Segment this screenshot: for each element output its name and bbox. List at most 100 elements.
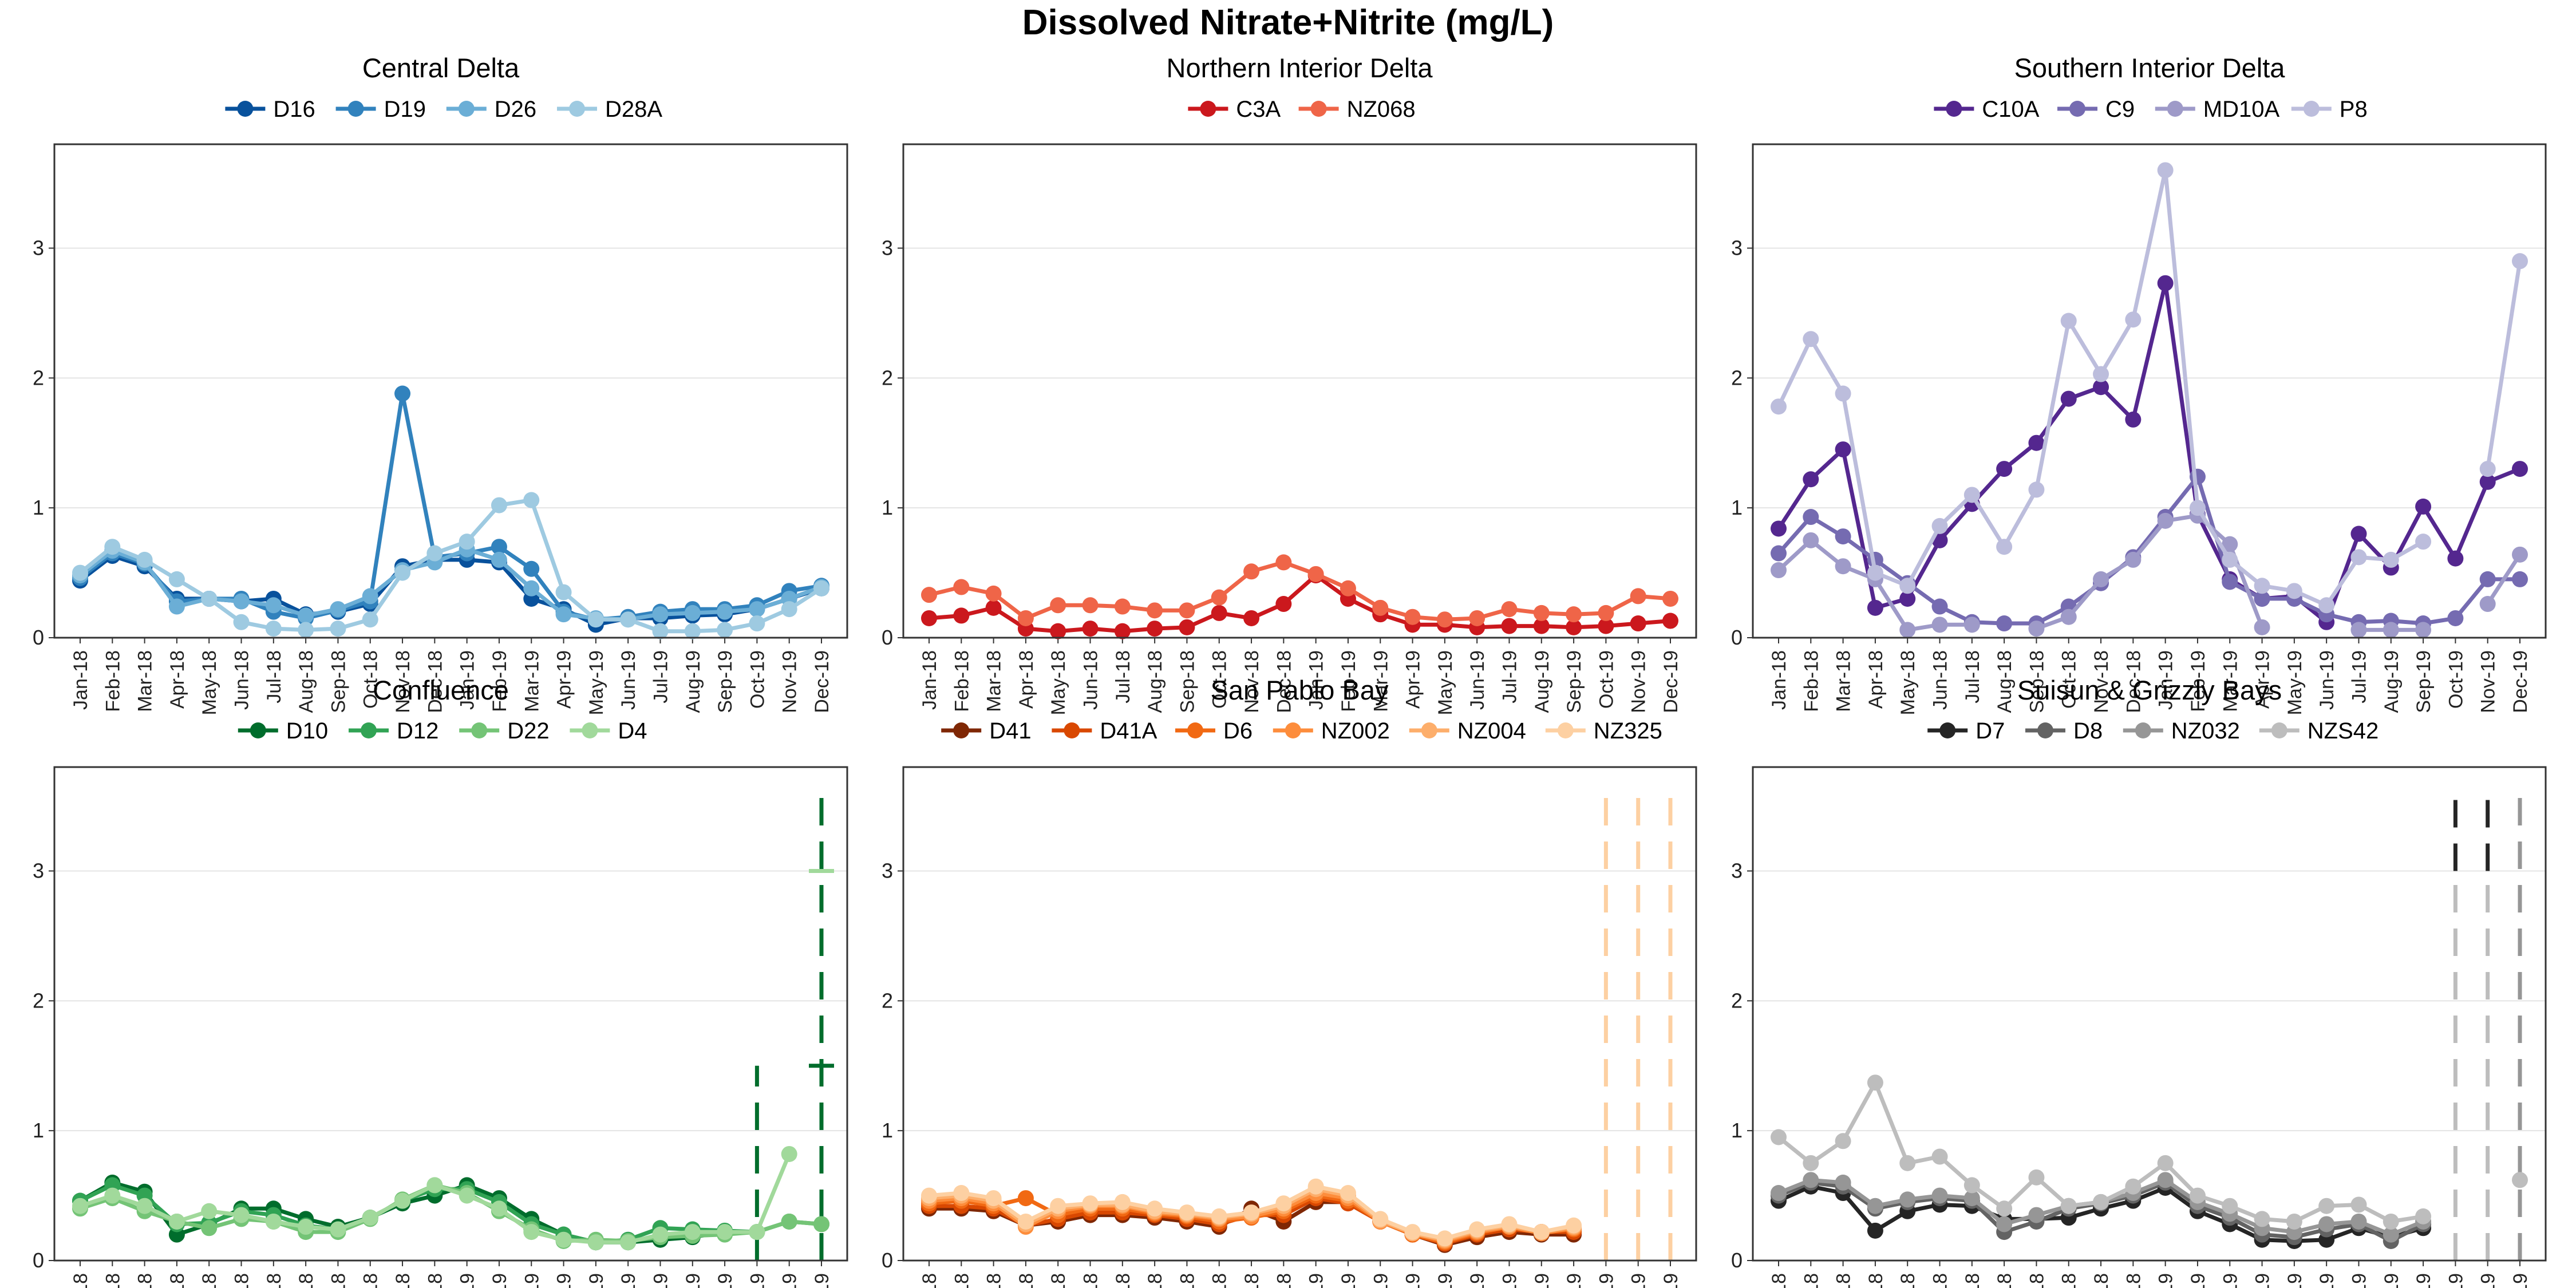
x-tick-label: Nov-18 xyxy=(2091,1273,2112,1288)
legend-item-nz325: NZ325 xyxy=(1545,718,1662,744)
legend-label: NZ002 xyxy=(1321,718,1390,744)
x-tick-label: Nov-19 xyxy=(779,1273,801,1288)
panel-title: Suisun & Grizzly Bays xyxy=(2017,675,2282,705)
legend-swatch-point xyxy=(1939,722,1956,738)
x-tick-label: Mar-19 xyxy=(2219,650,2241,712)
x-tick-label: Sep-19 xyxy=(2413,650,2435,713)
data-point xyxy=(2479,461,2496,477)
data-point xyxy=(1211,1208,1227,1224)
panel-title: Northern Interior Delta xyxy=(1167,53,1433,83)
data-point xyxy=(72,564,88,581)
data-point xyxy=(2093,1194,2109,1210)
data-point xyxy=(1931,1148,1948,1165)
data-point xyxy=(1533,1224,1550,1240)
x-tick-label: Jul-18 xyxy=(1112,1273,1134,1288)
x-tick-label: Jun-19 xyxy=(618,1273,639,1288)
x-tick-label: Mar-18 xyxy=(1833,650,1855,712)
data-point xyxy=(1996,461,2013,477)
y-tick-label: 1 xyxy=(33,496,44,519)
data-point xyxy=(1469,610,1485,626)
data-point xyxy=(2254,590,2270,607)
y-tick-label: 1 xyxy=(1731,1119,1743,1142)
x-tick-label: Mar-19 xyxy=(1370,1273,1392,1288)
x-tick-label: Dec-18 xyxy=(424,1273,446,1288)
data-point xyxy=(2189,1187,2206,1204)
legend-item-d19: D19 xyxy=(335,97,426,122)
data-point xyxy=(394,385,411,402)
x-tick-label: Jun-19 xyxy=(1467,650,1488,710)
data-point xyxy=(555,1231,572,1248)
x-tick-label: Nov-18 xyxy=(1241,650,1263,713)
data-point xyxy=(2028,621,2045,637)
x-tick-label: May-18 xyxy=(199,650,220,715)
data-point xyxy=(1243,610,1260,626)
data-point xyxy=(2125,311,2142,328)
data-point xyxy=(2028,481,2045,498)
data-point xyxy=(2415,534,2432,550)
data-point xyxy=(1211,589,1227,606)
series-d4 xyxy=(72,1145,797,1251)
x-tick-label: Feb-19 xyxy=(1338,1273,1360,1288)
legend-swatch-point xyxy=(569,101,585,117)
x-tick-label: May-19 xyxy=(586,650,607,715)
data-point xyxy=(555,584,572,600)
data-point xyxy=(2479,571,2496,587)
data-point xyxy=(1211,605,1227,621)
x-tick-label: Apr-19 xyxy=(554,650,575,709)
data-point xyxy=(2512,461,2528,477)
legend-swatch-point xyxy=(347,101,364,117)
legend-item-nzs42: NZS42 xyxy=(2259,718,2379,744)
data-point xyxy=(1899,578,1916,594)
data-point xyxy=(2350,549,2367,566)
legend-label: MD10A xyxy=(2203,97,2280,122)
data-point xyxy=(523,1224,540,1240)
data-point xyxy=(717,622,733,638)
x-tick-label: Jan-18 xyxy=(1768,1273,1790,1288)
x-tick-label: Oct-18 xyxy=(1209,1273,1231,1288)
x-tick-label: Jan-19 xyxy=(1306,650,1327,710)
data-point xyxy=(1050,623,1066,639)
legend-swatch-point xyxy=(1557,722,1574,738)
data-point xyxy=(2060,1198,2077,1214)
data-point xyxy=(1996,1216,2013,1232)
data-point xyxy=(953,1185,970,1202)
series-line xyxy=(2486,553,2522,605)
x-tick-label: Aug-18 xyxy=(1144,650,1166,713)
data-point xyxy=(2318,1198,2335,1214)
x-tick-label: Jul-18 xyxy=(263,1273,285,1288)
data-point xyxy=(921,610,937,626)
y-tick-label: 0 xyxy=(33,626,44,649)
data-point xyxy=(1899,1191,1916,1208)
data-point xyxy=(1771,1129,1787,1145)
legend-item-nz002: NZ002 xyxy=(1273,718,1390,744)
data-point xyxy=(394,1192,411,1209)
x-tick-label: May-19 xyxy=(2284,650,2306,715)
x-tick-label: Nov-19 xyxy=(779,650,801,713)
x-tick-label: Dec-18 xyxy=(424,650,446,713)
x-tick-label: Jun-19 xyxy=(1467,1273,1488,1288)
x-tick-label: Jul-18 xyxy=(1962,650,1984,704)
x-tick-label: May-19 xyxy=(1435,1273,1456,1288)
data-point xyxy=(2415,622,2432,638)
data-point xyxy=(1931,617,1948,633)
legend-item-c9: C9 xyxy=(2057,97,2135,122)
data-point xyxy=(1501,1216,1518,1232)
data-point xyxy=(1598,618,1614,634)
data-point xyxy=(1835,441,1851,458)
legend-label: D28A xyxy=(605,97,662,122)
data-point xyxy=(168,571,185,587)
x-tick-label: Feb-18 xyxy=(102,1273,124,1288)
data-point xyxy=(1566,1217,1582,1234)
x-tick-label: Apr-18 xyxy=(167,1273,188,1288)
x-tick-label: May-18 xyxy=(1048,650,1069,715)
legend-item-c3a: C3A xyxy=(1188,97,1281,122)
x-tick-label: Jun-18 xyxy=(231,650,253,710)
panel-border xyxy=(902,143,1697,639)
data-point xyxy=(985,585,1002,602)
x-tick-label: Mar-18 xyxy=(1833,1273,1855,1288)
panel-border xyxy=(1752,766,2547,1262)
legend-label: D4 xyxy=(618,718,647,744)
data-point xyxy=(717,1224,733,1240)
data-point xyxy=(233,614,250,630)
legend-label: D10 xyxy=(286,718,328,744)
